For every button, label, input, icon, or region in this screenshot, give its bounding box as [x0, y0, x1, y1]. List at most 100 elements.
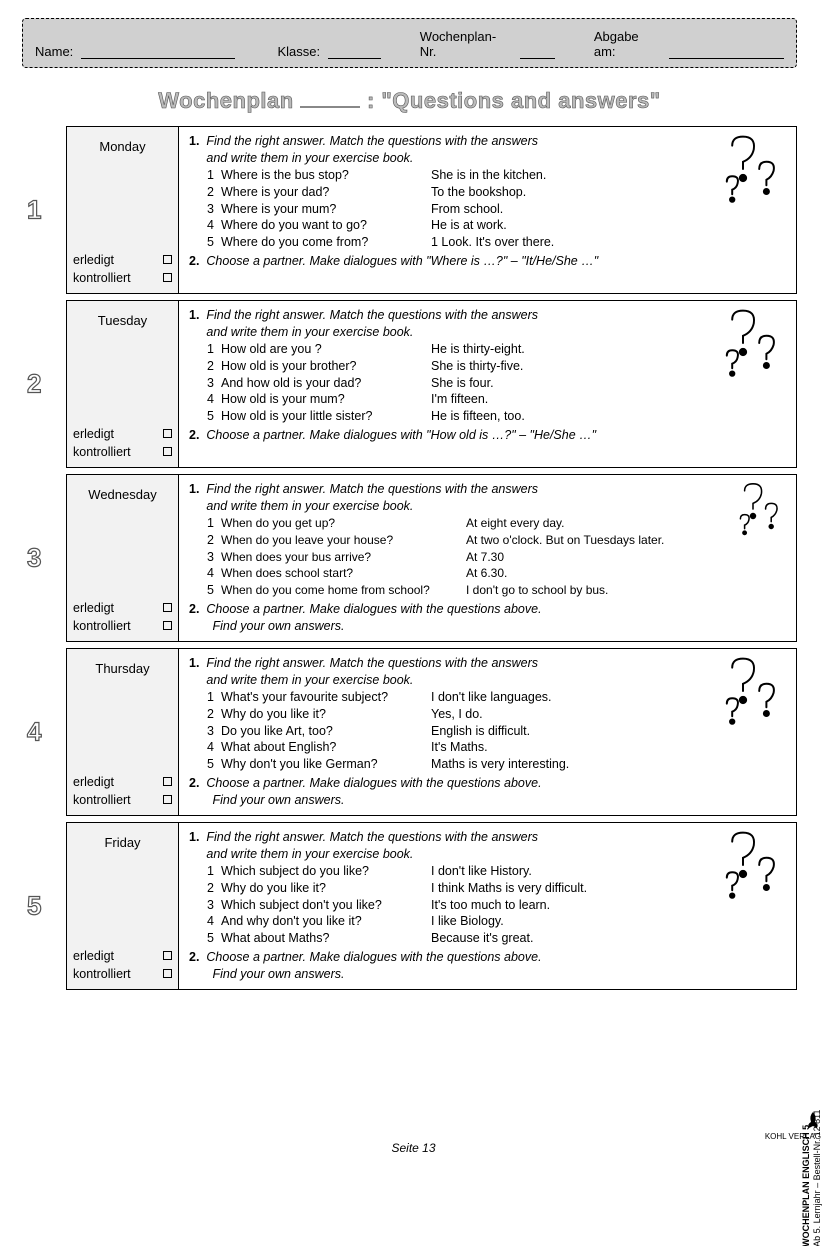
- status-checked-label: kontrolliert: [73, 443, 131, 461]
- page-footer: Seite 13: [0, 1141, 827, 1155]
- day-name: Tuesday: [73, 313, 172, 328]
- class-label: Klasse:: [277, 44, 320, 59]
- question-text: Where is your mum?: [221, 201, 431, 218]
- qa-number: 1: [207, 341, 221, 358]
- question-text: When do you get up?: [221, 515, 466, 532]
- answer-text: Because it's great.: [431, 930, 788, 947]
- task1-instruction: 1. Find the right answer. Match the ques…: [189, 133, 788, 167]
- qa-row: 4 What about English? It's Maths.: [207, 739, 788, 756]
- day-sidebar: Friday erledigt kontrolliert: [67, 823, 179, 989]
- answer-text: 1 Look. It's over there.: [431, 234, 788, 251]
- day-content: 1. Find the right answer. Match the ques…: [179, 475, 796, 641]
- answer-text: I don't like History.: [431, 863, 788, 880]
- qa-number: 2: [207, 880, 221, 897]
- question-text: What about Maths?: [221, 930, 431, 947]
- answer-text: At 6.30.: [466, 565, 788, 582]
- qa-row: 1 Where is the bus stop? She is in the k…: [207, 167, 788, 184]
- task2-instruction: 2. Choose a partner. Make dialogues with…: [189, 601, 788, 618]
- title-blank[interactable]: [300, 106, 360, 108]
- status-done-label: erledigt: [73, 947, 114, 965]
- question-text: How old is your mum?: [221, 391, 431, 408]
- qa-row: 1 Which subject do you like? I don't lik…: [207, 863, 788, 880]
- checked-checkbox[interactable]: [163, 969, 172, 978]
- name-label: Name:: [35, 44, 73, 59]
- answer-text: She is in the kitchen.: [431, 167, 788, 184]
- due-label: Abgabe am:: [594, 29, 661, 59]
- task2-cont: Find your own answers.: [209, 792, 788, 809]
- wp-blank[interactable]: [520, 58, 555, 59]
- answer-text: Maths is very interesting.: [431, 756, 788, 773]
- answer-text: At eight every day.: [466, 515, 788, 532]
- qa-number: 5: [207, 756, 221, 773]
- qa-number: 1: [207, 863, 221, 880]
- day-block: 2 Tuesday erledigt kontrolliert 1. Find …: [66, 300, 797, 468]
- checked-checkbox[interactable]: [163, 273, 172, 282]
- status-done-label: erledigt: [73, 773, 114, 791]
- qa-number: 3: [207, 897, 221, 914]
- answer-text: Yes, I do.: [431, 706, 788, 723]
- qa-number: 4: [207, 391, 221, 408]
- done-checkbox[interactable]: [163, 951, 172, 960]
- qa-row: 3 Where is your mum? From school.: [207, 201, 788, 218]
- question-text: Why don't you like German?: [221, 756, 431, 773]
- done-checkbox[interactable]: [163, 429, 172, 438]
- day-content: 1. Find the right answer. Match the ques…: [179, 823, 796, 989]
- qa-number: 4: [207, 913, 221, 930]
- day-content: 1. Find the right answer. Match the ques…: [179, 649, 796, 815]
- status-box: erledigt kontrolliert: [73, 773, 172, 809]
- wp-label: Wochenplan- Nr.: [420, 29, 513, 59]
- done-checkbox[interactable]: [163, 255, 172, 264]
- question-text: How old is your little sister?: [221, 408, 431, 425]
- qa-number: 2: [207, 706, 221, 723]
- qa-row: 2 Why do you like it? Yes, I do.: [207, 706, 788, 723]
- qa-row: 5 Why don't you like German? Maths is ve…: [207, 756, 788, 773]
- question-text: Do you like Art, too?: [221, 723, 431, 740]
- answer-text: To the bookshop.: [431, 184, 788, 201]
- qa-row: 1 When do you get up? At eight every day…: [207, 515, 788, 532]
- class-blank[interactable]: [328, 58, 381, 59]
- day-number: 2: [27, 369, 41, 400]
- header-form: Name: Klasse: Wochenplan- Nr. Abgabe am:: [22, 18, 797, 68]
- checked-checkbox[interactable]: [163, 795, 172, 804]
- title-pre: Wochenplan: [158, 88, 293, 113]
- question-text: How old is your brother?: [221, 358, 431, 375]
- done-checkbox[interactable]: [163, 777, 172, 786]
- name-blank[interactable]: [81, 58, 234, 59]
- status-checked-label: kontrolliert: [73, 269, 131, 287]
- publisher-name: KOHL VERLAG: [765, 1132, 821, 1141]
- answer-text: I think Maths is very difficult.: [431, 880, 788, 897]
- question-text: Which subject don't you like?: [221, 897, 431, 914]
- qa-row: 5 What about Maths? Because it's great.: [207, 930, 788, 947]
- answer-text: I don't go to school by bus.: [466, 582, 788, 599]
- done-checkbox[interactable]: [163, 603, 172, 612]
- day-number: 1: [27, 195, 41, 226]
- qa-number: 2: [207, 532, 221, 549]
- checked-checkbox[interactable]: [163, 447, 172, 456]
- question-text: How old are you ?: [221, 341, 431, 358]
- question-text: When does your bus arrive?: [221, 549, 466, 566]
- checked-checkbox[interactable]: [163, 621, 172, 630]
- due-blank[interactable]: [669, 58, 784, 59]
- day-sidebar: Tuesday erledigt kontrolliert: [67, 301, 179, 467]
- day-block: 3 Wednesday erledigt kontrolliert 1. Fin…: [66, 474, 797, 642]
- day-number: 3: [27, 543, 41, 574]
- day-number: 5: [27, 891, 41, 922]
- question-text: When do you come home from school?: [221, 582, 466, 599]
- question-text: And why don't you like it?: [221, 913, 431, 930]
- question-text: What about English?: [221, 739, 431, 756]
- day-content: 1. Find the right answer. Match the ques…: [179, 127, 796, 293]
- side-line1: WOCHENPLAN ENGLISCH 5: [801, 1124, 811, 1246]
- qa-row: 2 How old is your brother? She is thirty…: [207, 358, 788, 375]
- answer-text: From school.: [431, 201, 788, 218]
- task1-instruction: 1. Find the right answer. Match the ques…: [189, 307, 788, 341]
- title-post: : "Questions and answers": [367, 88, 661, 113]
- task1-instruction: 1. Find the right answer. Match the ques…: [189, 481, 788, 515]
- qa-row: 4 How old is your mum? I'm fifteen.: [207, 391, 788, 408]
- qa-number: 5: [207, 234, 221, 251]
- day-name: Monday: [73, 139, 172, 154]
- day-content: 1. Find the right answer. Match the ques…: [179, 301, 796, 467]
- question-text: Why do you like it?: [221, 880, 431, 897]
- task2-cont: Find your own answers.: [209, 966, 788, 983]
- qa-row: 4 And why don't you like it? I like Biol…: [207, 913, 788, 930]
- status-done-label: erledigt: [73, 599, 114, 617]
